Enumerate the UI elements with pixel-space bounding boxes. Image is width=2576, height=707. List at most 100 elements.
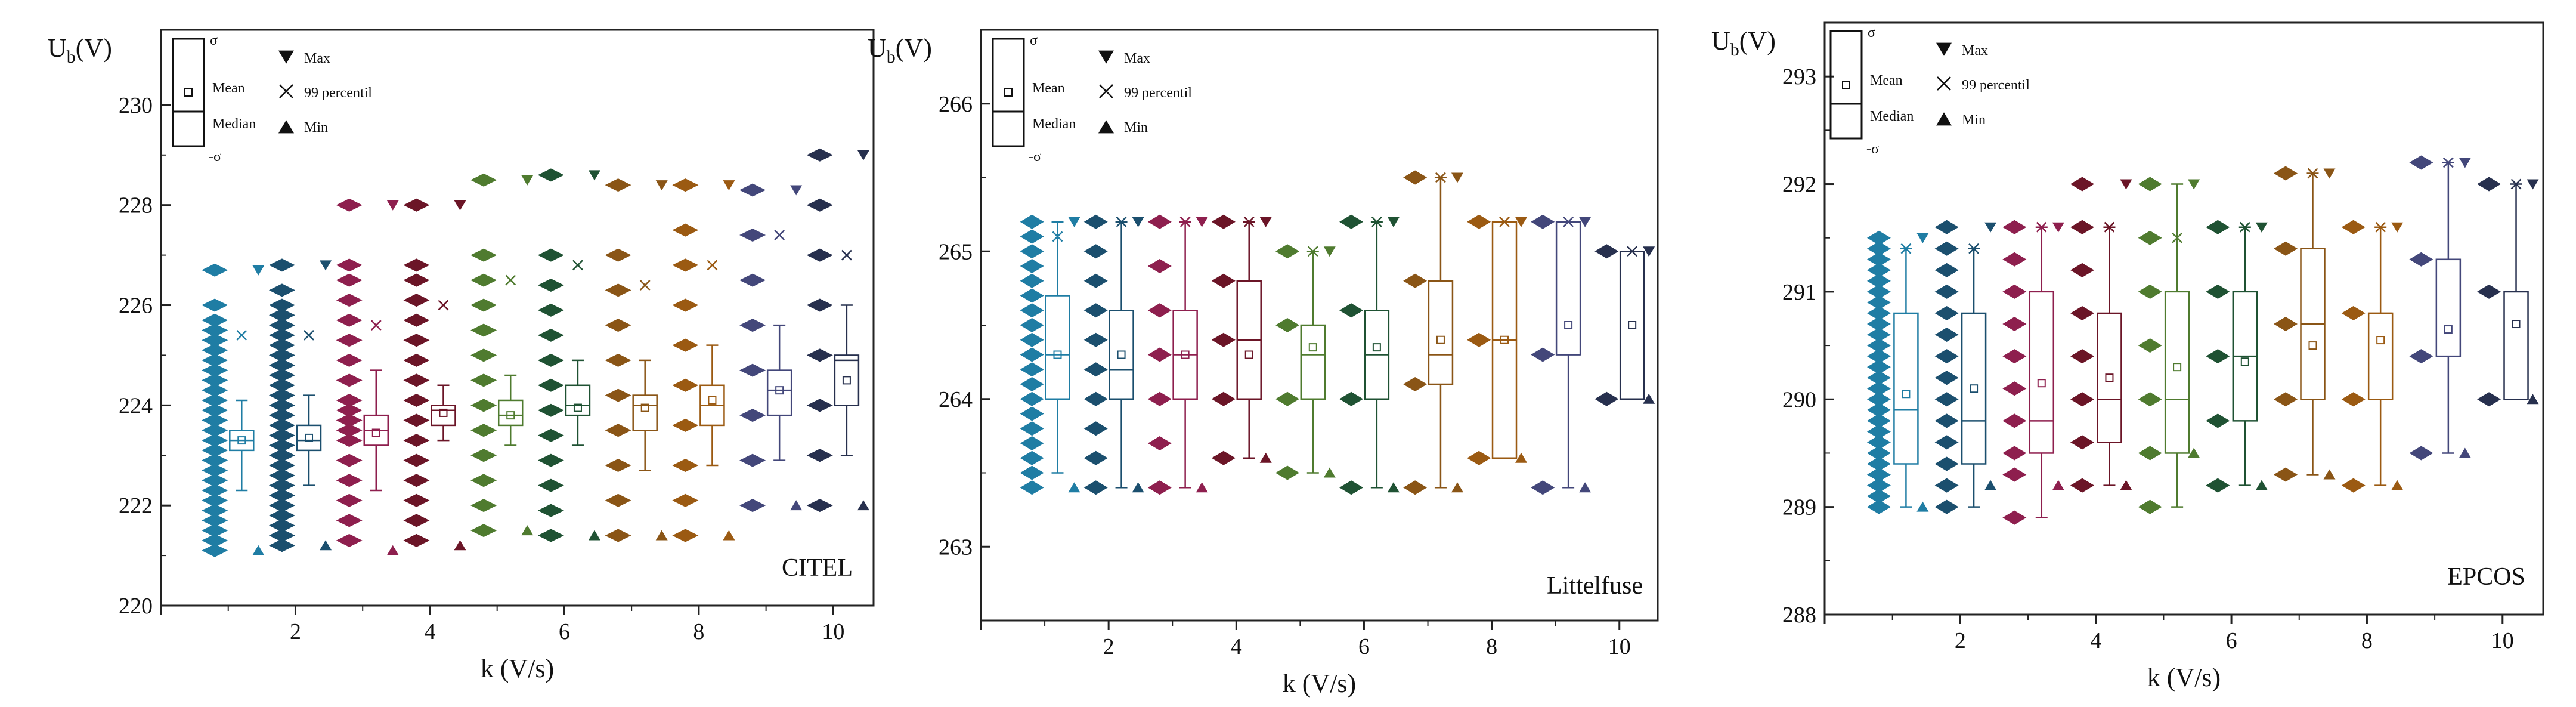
data-point bbox=[537, 529, 564, 542]
data-point bbox=[268, 328, 295, 342]
min-marker bbox=[2120, 480, 2132, 490]
data-point bbox=[268, 308, 295, 322]
data-point bbox=[1211, 450, 1236, 465]
data-point bbox=[2138, 499, 2162, 514]
legend-min-glyph bbox=[1936, 112, 1952, 126]
data-point bbox=[470, 323, 497, 337]
data-point bbox=[403, 493, 430, 507]
max-marker bbox=[1515, 217, 1528, 227]
data-point bbox=[1403, 480, 1428, 495]
data-point bbox=[2206, 284, 2230, 299]
data-point bbox=[739, 273, 766, 287]
min-marker bbox=[454, 540, 466, 551]
data-point bbox=[1866, 478, 1891, 493]
mean-marker bbox=[1181, 350, 1190, 359]
data-point bbox=[336, 403, 363, 417]
data-point bbox=[268, 518, 295, 532]
legend-min-glyph bbox=[1098, 120, 1114, 134]
data-point bbox=[1866, 252, 1891, 267]
data-point bbox=[1147, 214, 1172, 229]
plot-frame bbox=[160, 29, 875, 607]
data-point bbox=[470, 273, 497, 287]
data-point bbox=[2138, 446, 2162, 461]
mean-marker bbox=[1970, 384, 1979, 393]
data-point bbox=[2206, 478, 2230, 493]
data-point bbox=[1020, 288, 1044, 303]
series-k1 bbox=[202, 263, 265, 557]
data-point bbox=[1083, 450, 1108, 465]
data-point bbox=[202, 313, 228, 327]
mean-marker bbox=[1902, 390, 1911, 399]
p99-marker-b bbox=[2239, 221, 2250, 233]
data-point bbox=[672, 493, 699, 507]
data-point bbox=[605, 388, 631, 402]
legend-max-glyph bbox=[278, 50, 294, 64]
mean-marker bbox=[1628, 321, 1637, 329]
x-tick-label: 4 bbox=[2090, 628, 2101, 653]
box bbox=[497, 399, 524, 427]
legend-median-label: Median bbox=[212, 116, 256, 132]
data-point bbox=[268, 539, 295, 552]
data-point bbox=[806, 449, 833, 462]
data-point bbox=[1866, 338, 1891, 353]
y-tick-label: 293 bbox=[1782, 64, 1816, 89]
data-point bbox=[1866, 381, 1891, 396]
data-point bbox=[2409, 349, 2433, 364]
p99-marker-b bbox=[774, 230, 785, 240]
data-point bbox=[336, 453, 363, 467]
p99-marker-b bbox=[2104, 221, 2115, 233]
box bbox=[2164, 291, 2190, 454]
series-k8 bbox=[1467, 214, 1528, 465]
p99-marker-b bbox=[1900, 243, 1912, 254]
min-marker bbox=[2391, 480, 2404, 490]
data-point bbox=[1866, 456, 1891, 471]
max-marker bbox=[1323, 246, 1336, 257]
data-point bbox=[403, 393, 430, 407]
y-tick-label: 290 bbox=[1782, 387, 1816, 412]
data-point bbox=[672, 223, 699, 237]
p99-marker bbox=[841, 249, 852, 261]
max-marker bbox=[1068, 217, 1080, 227]
p99-marker bbox=[1116, 216, 1127, 227]
max-marker bbox=[857, 150, 869, 160]
data-point bbox=[1275, 318, 1299, 332]
data-point bbox=[336, 474, 363, 487]
max-marker bbox=[1387, 217, 1400, 227]
min-marker bbox=[857, 500, 869, 511]
min-marker bbox=[1579, 482, 1592, 493]
data-point bbox=[1866, 317, 1891, 332]
data-point bbox=[1866, 284, 1891, 299]
p99-marker bbox=[1900, 243, 1912, 254]
data-point bbox=[2274, 317, 2298, 332]
p99-marker-b bbox=[1179, 216, 1191, 227]
legend-sigma-minus: -σ bbox=[209, 149, 221, 165]
data-point bbox=[1934, 435, 1959, 450]
max-marker bbox=[2120, 179, 2132, 190]
max-marker bbox=[1259, 217, 1272, 227]
max-marker bbox=[1579, 217, 1592, 227]
data-point bbox=[1934, 305, 1959, 320]
y-axis-label-unit: (V) bbox=[896, 33, 932, 63]
data-point bbox=[202, 363, 228, 377]
max-marker bbox=[2527, 179, 2539, 190]
series-k3 bbox=[2002, 220, 2064, 525]
series-k7 bbox=[1403, 170, 1463, 495]
min-marker bbox=[2255, 480, 2268, 490]
mean-marker bbox=[1372, 343, 1381, 352]
min-marker bbox=[252, 545, 265, 555]
box bbox=[766, 369, 792, 416]
series-k8 bbox=[672, 178, 735, 542]
data-point bbox=[2002, 349, 2027, 364]
min-marker bbox=[1196, 482, 1208, 493]
data-point bbox=[202, 413, 228, 427]
data-point bbox=[2070, 177, 2094, 192]
data-point bbox=[1467, 450, 1491, 465]
data-point bbox=[202, 298, 228, 312]
mean-marker bbox=[439, 408, 448, 417]
mean-marker bbox=[1436, 335, 1445, 344]
data-point bbox=[2138, 284, 2162, 299]
data-point bbox=[1467, 214, 1491, 229]
legend-min-label: Min bbox=[1962, 112, 1986, 128]
p99-marker bbox=[2239, 221, 2250, 233]
y-tick-label: 289 bbox=[1782, 495, 1816, 520]
